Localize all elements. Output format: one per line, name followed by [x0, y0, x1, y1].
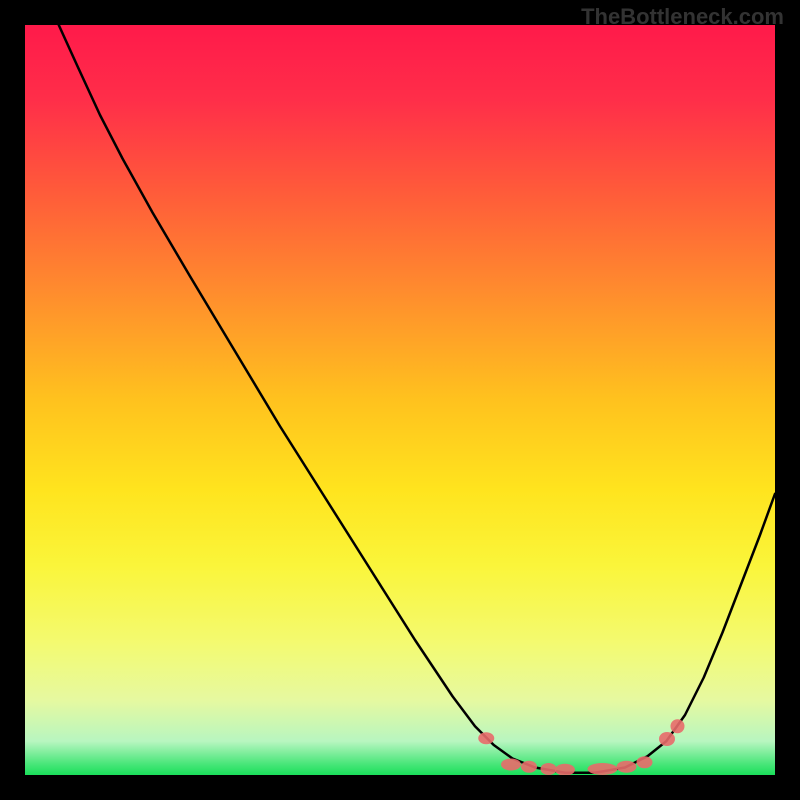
marker-dot [541, 763, 557, 775]
marker-dot [588, 763, 618, 775]
marker-dot [637, 756, 653, 768]
bottleneck-curve [59, 25, 775, 773]
marker-dot [659, 732, 675, 746]
marker-dot [617, 761, 637, 773]
marker-dot [671, 719, 685, 733]
curve-layer [25, 25, 775, 775]
marker-dot [501, 759, 521, 771]
marker-dot [521, 761, 537, 773]
marker-dot [478, 732, 494, 744]
markers-group [478, 719, 684, 775]
chart-container: TheBottleneck.com [0, 0, 800, 800]
plot-area [25, 25, 775, 775]
marker-dot [555, 764, 575, 775]
